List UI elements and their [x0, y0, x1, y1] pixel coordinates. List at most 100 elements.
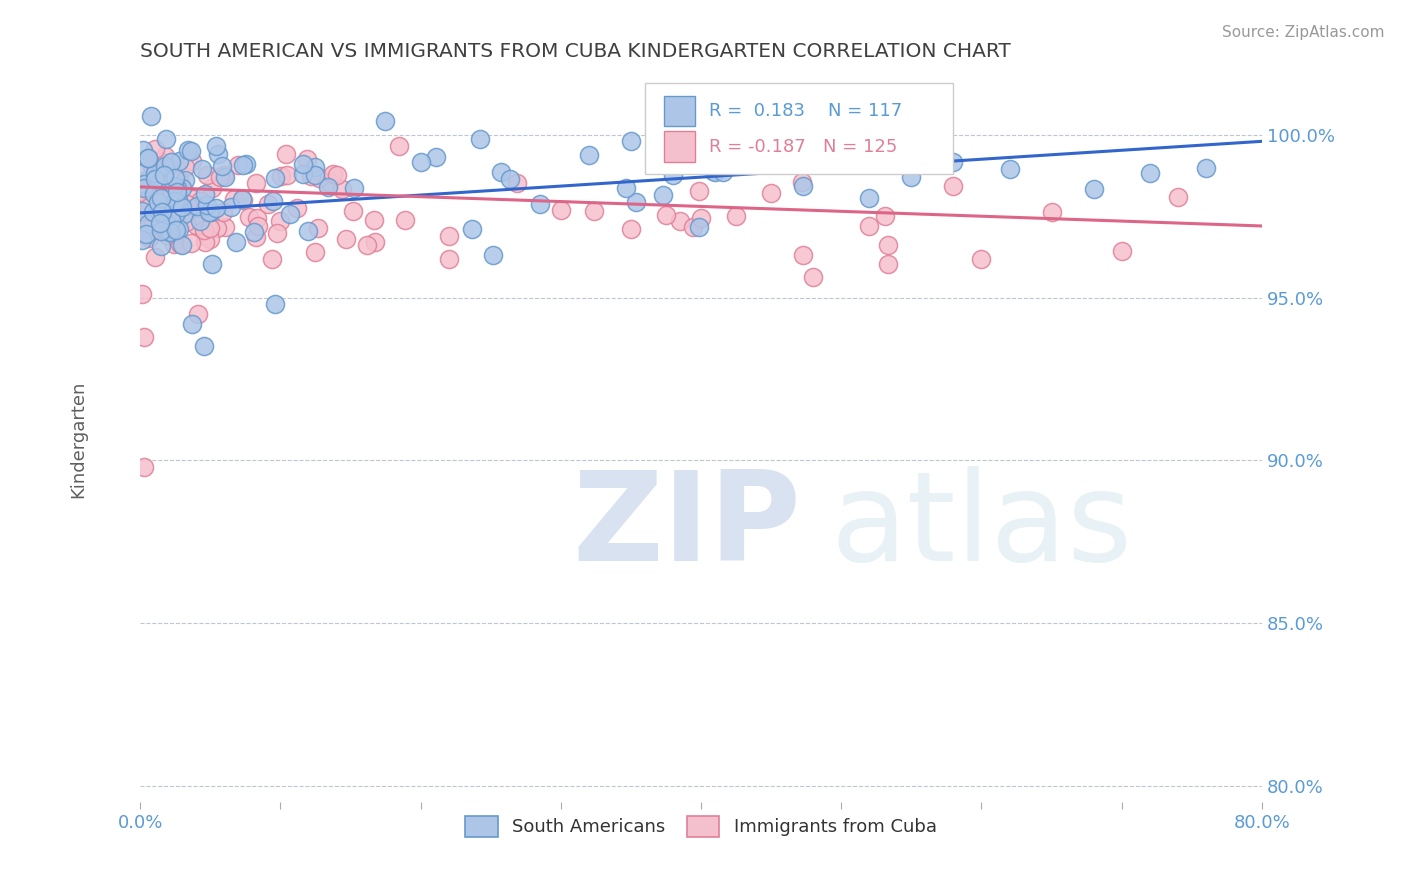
- Point: [246, 219, 269, 234]
- Point: [167, 195, 190, 210]
- Point: [688, 184, 710, 198]
- Point: [262, 194, 284, 209]
- Point: [143, 213, 166, 227]
- Point: [801, 145, 824, 159]
- Point: [304, 245, 326, 260]
- Point: [245, 230, 267, 244]
- Point: [620, 222, 643, 236]
- Point: [662, 168, 685, 182]
- Point: [150, 197, 173, 211]
- Point: [858, 191, 880, 205]
- Point: [668, 213, 690, 227]
- Point: [235, 157, 257, 171]
- Point: [394, 213, 416, 227]
- Point: [146, 168, 169, 182]
- Point: [155, 189, 177, 203]
- Point: [149, 216, 172, 230]
- Point: [307, 221, 329, 235]
- FancyBboxPatch shape: [645, 84, 953, 174]
- Text: R = -0.187   N = 125: R = -0.187 N = 125: [709, 137, 897, 155]
- Point: [482, 247, 505, 261]
- Point: [163, 224, 186, 238]
- Point: [292, 157, 315, 171]
- Point: [138, 152, 160, 166]
- Point: [150, 205, 173, 219]
- Point: [655, 208, 678, 222]
- Point: [550, 203, 572, 218]
- Point: [308, 171, 330, 186]
- Point: [232, 194, 254, 208]
- Point: [132, 459, 155, 474]
- Bar: [664, 131, 696, 161]
- Point: [225, 235, 247, 249]
- Point: [145, 223, 167, 237]
- Point: [163, 179, 186, 194]
- Point: [205, 139, 228, 153]
- Point: [299, 169, 322, 183]
- Point: [752, 153, 775, 167]
- Point: [150, 205, 173, 219]
- Point: [724, 209, 747, 223]
- Point: [304, 168, 326, 182]
- Point: [388, 139, 411, 153]
- Point: [193, 339, 215, 353]
- Point: [132, 144, 155, 158]
- Point: [143, 142, 166, 156]
- Point: [156, 224, 179, 238]
- Point: [291, 167, 314, 181]
- Point: [269, 213, 291, 227]
- Point: [159, 225, 181, 239]
- Point: [356, 238, 378, 252]
- Point: [134, 178, 156, 192]
- Point: [792, 248, 814, 262]
- Point: [135, 181, 157, 195]
- Point: [191, 161, 214, 176]
- Point: [942, 155, 965, 169]
- Point: [266, 227, 288, 241]
- Point: [173, 160, 195, 174]
- Point: [143, 172, 166, 186]
- Point: [489, 165, 512, 179]
- Point: [170, 201, 193, 215]
- Point: [702, 163, 724, 178]
- Point: [159, 225, 181, 239]
- Point: [166, 185, 188, 199]
- Point: [136, 151, 159, 165]
- Point: [193, 224, 215, 238]
- Point: [188, 214, 211, 228]
- Point: [177, 143, 200, 157]
- Point: [149, 191, 172, 205]
- Point: [131, 186, 153, 200]
- Point: [150, 239, 173, 253]
- Point: [194, 235, 217, 249]
- Text: ZIP: ZIP: [572, 466, 801, 587]
- Point: [173, 207, 195, 221]
- Point: [232, 158, 254, 172]
- Point: [187, 307, 209, 321]
- Point: [138, 230, 160, 244]
- Point: [149, 154, 172, 169]
- Point: [316, 179, 339, 194]
- Point: [582, 204, 605, 219]
- Point: [163, 201, 186, 215]
- Point: [155, 216, 177, 230]
- Point: [207, 146, 229, 161]
- Point: [134, 201, 156, 215]
- Point: [468, 132, 491, 146]
- Point: [135, 187, 157, 202]
- Point: [145, 192, 167, 206]
- Point: [221, 200, 243, 214]
- Point: [209, 170, 232, 185]
- Point: [342, 204, 364, 219]
- Point: [195, 198, 218, 212]
- Point: [688, 220, 710, 235]
- Point: [198, 220, 221, 235]
- Point: [170, 238, 193, 252]
- Point: [335, 232, 357, 246]
- Point: [801, 270, 824, 285]
- Point: [156, 228, 179, 243]
- Point: [180, 235, 202, 250]
- Point: [322, 167, 344, 181]
- Point: [711, 165, 734, 179]
- Point: [759, 186, 782, 201]
